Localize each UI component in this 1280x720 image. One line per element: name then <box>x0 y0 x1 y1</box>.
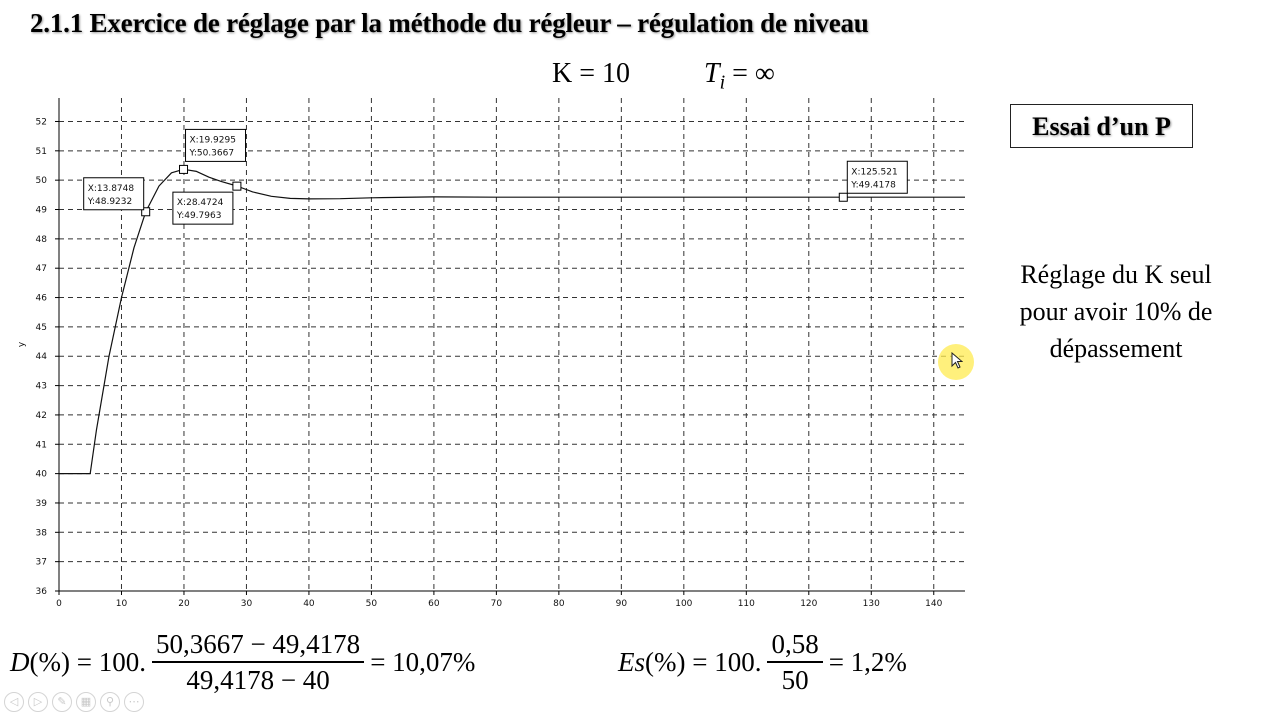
y-tick-label-40: 40 <box>36 470 48 480</box>
y-axis-label: y <box>17 341 27 347</box>
x-tick-label-60: 60 <box>428 599 440 609</box>
y-tick-label-39: 39 <box>36 499 48 509</box>
response-chart: 0 10 20 30 40 50 60 70 80 90 100 110 120 130 140 36 37 38… <box>17 98 965 609</box>
zoom-icon[interactable]: ⚲ <box>100 692 120 712</box>
x-tick-label-30: 30 <box>241 599 253 609</box>
y-tick-label-38: 38 <box>36 528 48 538</box>
chart-grid <box>59 98 965 591</box>
datatip-marker-3 <box>838 192 848 202</box>
y-tick-label-47: 47 <box>36 264 47 274</box>
x-tick-label-120: 120 <box>800 599 817 609</box>
y-tick-label-44: 44 <box>36 352 48 362</box>
series-line-0 <box>59 168 965 475</box>
x-tick-label-140: 140 <box>925 599 942 609</box>
formula-d-fraction: 50,3667 − 49,4178 49,4178 − 40 <box>151 627 365 697</box>
datatip-marker-1 <box>179 164 189 174</box>
formula-d-numerator: 50,3667 − 49,4178 <box>155 629 361 659</box>
datatip-y-label-1: Y:50.3667 <box>189 148 235 158</box>
formula-es-result: = 1,2% <box>828 646 907 677</box>
y-tick-label-52: 52 <box>36 117 47 127</box>
datatip-y-label-0: Y:48.9232 <box>87 197 133 207</box>
note-line-2: pour avoir 10% de <box>1019 297 1213 326</box>
chart-tick-labels: 0 10 20 30 40 50 60 70 80 90 100 110 120 130 140 36 37 38… <box>17 117 943 609</box>
datatip-x-label-2: X:28.4724 <box>177 198 224 208</box>
param-ti-value: = ∞ <box>725 58 775 89</box>
y-tick-label-36: 36 <box>36 587 48 597</box>
forward-icon[interactable]: ▷ <box>28 692 48 712</box>
datatip-y-label-2: Y:49.7963 <box>176 211 222 221</box>
formula-es-fraction: 0,58 50 <box>767 627 823 697</box>
datatip-y-label-3: Y:49.4178 <box>850 180 896 190</box>
formula-es-var: Es <box>618 646 645 677</box>
note-line-3: dépassement <box>1049 334 1183 363</box>
param-ti: Ti = ∞ <box>704 58 775 95</box>
y-tick-label-51: 51 <box>36 147 47 157</box>
y-tick-label-43: 43 <box>36 382 47 392</box>
x-tick-label-0: 0 <box>56 599 62 609</box>
chart-axes <box>55 98 965 595</box>
formula-d-var: D <box>10 646 30 677</box>
formula-d-lhs: (%) = 100. <box>29 646 146 677</box>
y-tick-label-37: 37 <box>36 558 47 568</box>
x-tick-label-130: 130 <box>863 599 880 609</box>
essai-box: Essai d’un P <box>1010 104 1193 148</box>
param-k: K = 10 <box>552 58 631 89</box>
formula-es-denominator: 50 <box>781 665 809 695</box>
datatip-box-0 <box>83 177 145 211</box>
x-tick-label-70: 70 <box>491 599 503 609</box>
slides-icon[interactable]: ▦ <box>76 692 96 712</box>
y-tick-label-45: 45 <box>36 323 47 333</box>
datatip-marker-2 <box>232 181 242 191</box>
mouse-pointer-icon <box>951 352 963 369</box>
formula-es-lhs: (%) = 100. <box>645 646 762 677</box>
pen-icon[interactable]: ✎ <box>52 692 72 712</box>
x-tick-label-110: 110 <box>738 599 755 609</box>
y-tick-label-41: 41 <box>36 440 47 450</box>
y-tick-label-42: 42 <box>36 411 47 421</box>
y-tick-label-48: 48 <box>36 235 48 245</box>
slideshow-nav: ◁ ▷ ✎ ▦ ⚲ ⋯ <box>4 692 144 712</box>
formula-overshoot: D (%) = 100. 50,3667 − 49,4178 49,4178 −… <box>10 622 475 702</box>
y-tick-label-46: 46 <box>36 294 48 304</box>
param-ti-symbol: T <box>704 58 720 89</box>
x-tick-label-10: 10 <box>116 599 128 609</box>
datatip-marker-0 <box>141 207 151 217</box>
datatip-x-label-1: X:19.9295 <box>190 135 236 145</box>
x-tick-label-100: 100 <box>675 599 692 609</box>
param-ti-subscript: i <box>719 71 726 94</box>
formula-d-result: = 10,07% <box>370 646 476 677</box>
chart-series <box>59 168 965 475</box>
formula-es-numerator: 0,58 <box>771 629 819 659</box>
x-tick-label-20: 20 <box>178 599 190 609</box>
x-tick-label-50: 50 <box>366 599 378 609</box>
formula-d-denominator: 49,4178 − 40 <box>186 665 330 695</box>
back-icon[interactable]: ◁ <box>4 692 24 712</box>
x-tick-label-80: 80 <box>553 599 565 609</box>
x-tick-label-40: 40 <box>303 599 315 609</box>
y-tick-label-50: 50 <box>36 176 48 186</box>
datatip-box-3 <box>846 160 908 194</box>
slide-title: 2.1.1 Exercice de réglage par la méthode… <box>30 8 869 38</box>
note-text: Réglage du K seul pour avoir 10% de dépa… <box>990 256 1242 367</box>
more-icon[interactable]: ⋯ <box>124 692 144 712</box>
formula-static-error: Es (%) = 100. 0,58 50 = 1,2% <box>618 622 907 702</box>
x-tick-label-90: 90 <box>616 599 628 609</box>
chart-datatips: X:13.8748 Y:48.9232 X:19.9295 Y:50.3667 X:28… <box>83 128 908 225</box>
datatip-box-2 <box>172 191 234 225</box>
datatip-x-label-3: X:125.521 <box>851 167 897 177</box>
formula-es-fraction-bar <box>767 661 823 663</box>
note-line-1: Réglage du K seul <box>1020 260 1212 289</box>
formula-d-fraction-bar <box>151 661 365 663</box>
datatip-x-label-0: X:13.8748 <box>88 184 135 194</box>
datatip-box-1 <box>185 128 247 162</box>
y-tick-label-49: 49 <box>36 206 48 216</box>
